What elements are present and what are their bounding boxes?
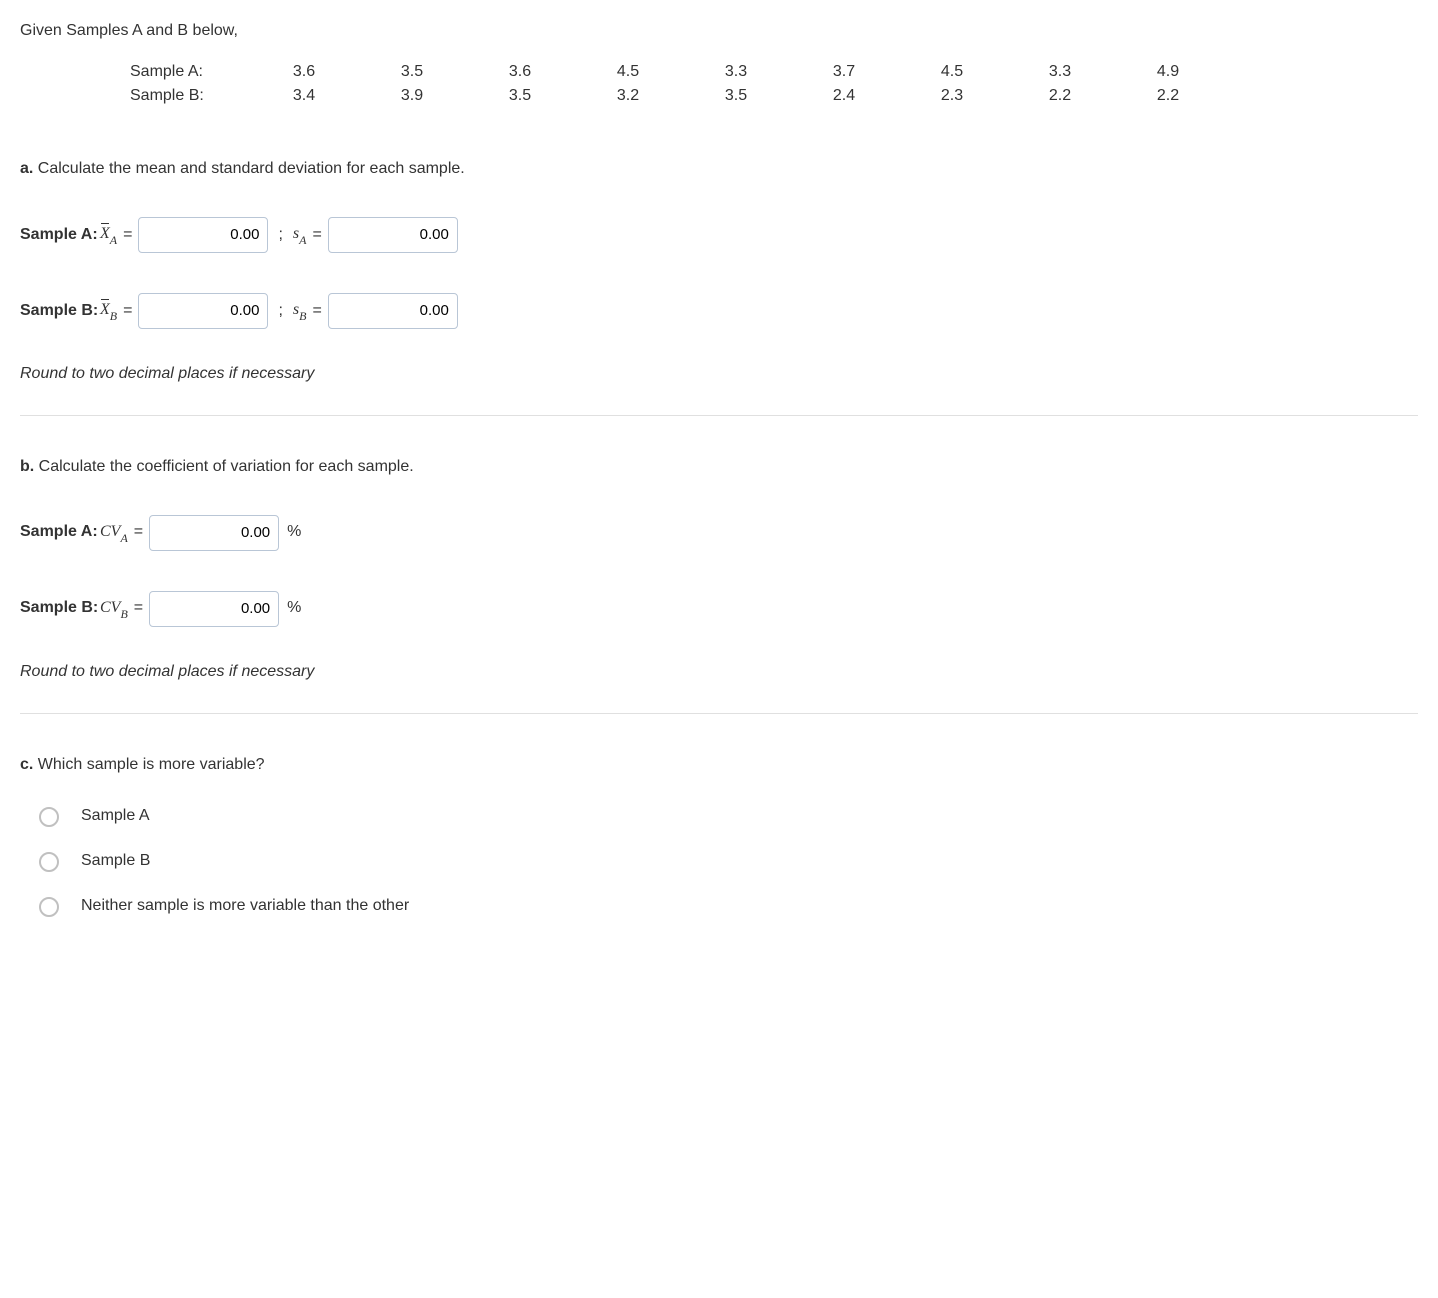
data-cell: 3.5 xyxy=(466,85,574,107)
data-cell: 2.3 xyxy=(898,85,1006,107)
option-neither-label[interactable]: Neither sample is more variable than the… xyxy=(81,895,409,917)
part-b-letter: b. xyxy=(20,458,34,475)
option-neither-radio[interactable] xyxy=(39,897,59,917)
separator: ; xyxy=(278,300,282,322)
percent-unit: % xyxy=(287,521,301,543)
data-cell: 3.5 xyxy=(682,85,790,107)
xbar-a-symbol: XA xyxy=(100,223,117,247)
option-row: Neither sample is more variable than the… xyxy=(20,894,1418,917)
equals-sign: = xyxy=(313,300,322,322)
data-cell: 3.5 xyxy=(358,61,466,83)
data-cell: 4.5 xyxy=(898,61,1006,83)
part-b-note: Round to two decimal places if necessary xyxy=(20,661,1418,683)
option-sample-b-label[interactable]: Sample B xyxy=(81,850,150,872)
data-cell: 4.5 xyxy=(574,61,682,83)
option-row: Sample A xyxy=(20,804,1418,827)
intro-text: Given Samples A and B below, xyxy=(20,20,1418,42)
percent-unit: % xyxy=(287,597,301,619)
data-cell: 3.2 xyxy=(574,85,682,107)
part-b-prompt: b. Calculate the coefficient of variatio… xyxy=(20,456,1418,478)
divider xyxy=(20,415,1418,416)
data-cell: 2.4 xyxy=(790,85,898,107)
data-cell: 3.6 xyxy=(466,61,574,83)
data-cell: 2.2 xyxy=(1114,85,1222,107)
equals-sign: = xyxy=(134,521,143,543)
part-a-text: Calculate the mean and standard deviatio… xyxy=(33,160,464,177)
cv-a-lead: Sample A: xyxy=(20,521,100,543)
part-a-letter: a. xyxy=(20,160,33,177)
row-label: Sample A: xyxy=(130,61,250,83)
cv-b-lead: Sample B: xyxy=(20,597,100,619)
s-a-symbol: sA xyxy=(293,223,307,247)
part-c-prompt: c. Which sample is more variable? xyxy=(20,754,1418,776)
equals-sign: = xyxy=(123,224,132,246)
data-cell: 3.3 xyxy=(682,61,790,83)
sd-b-input[interactable] xyxy=(328,293,458,329)
cv-a-input[interactable] xyxy=(149,515,279,551)
xbar-b-symbol: XB xyxy=(100,299,117,323)
sample-a-lead: Sample A: xyxy=(20,224,100,246)
data-cell: 3.3 xyxy=(1006,61,1114,83)
option-row: Sample B xyxy=(20,849,1418,872)
equals-sign: = xyxy=(313,224,322,246)
part-c-letter: c. xyxy=(20,756,33,773)
data-cell: 3.9 xyxy=(358,85,466,107)
cv-b-input[interactable] xyxy=(149,591,279,627)
table-row: Sample A: 3.6 3.5 3.6 4.5 3.3 3.7 4.5 3.… xyxy=(130,60,1418,84)
data-cell: 3.4 xyxy=(250,85,358,107)
option-sample-b-radio[interactable] xyxy=(39,852,59,872)
sample-data-table: Sample A: 3.6 3.5 3.6 4.5 3.3 3.7 4.5 3.… xyxy=(130,60,1418,108)
option-sample-a-label[interactable]: Sample A xyxy=(81,805,149,827)
sample-b-lead: Sample B: xyxy=(20,300,100,322)
sample-b-stats-row: Sample B: XB = ; sB = xyxy=(20,293,1418,329)
part-b-text: Calculate the coefficient of variation f… xyxy=(34,458,413,475)
cv-a-row: Sample A: CVA = % xyxy=(20,515,1418,551)
row-label: Sample B: xyxy=(130,85,250,107)
option-sample-a-radio[interactable] xyxy=(39,807,59,827)
part-a-prompt: a. Calculate the mean and standard devia… xyxy=(20,158,1418,180)
part-c-options: Sample A Sample B Neither sample is more… xyxy=(20,804,1418,917)
s-b-symbol: sB xyxy=(293,299,307,323)
cv-b-row: Sample B: CVB = % xyxy=(20,591,1418,627)
divider xyxy=(20,713,1418,714)
sd-a-input[interactable] xyxy=(328,217,458,253)
cv-a-symbol: CVA xyxy=(100,521,128,545)
separator: ; xyxy=(278,224,282,246)
part-c-text: Which sample is more variable? xyxy=(33,756,264,773)
mean-b-input[interactable] xyxy=(138,293,268,329)
cv-b-symbol: CVB xyxy=(100,597,128,621)
table-row: Sample B: 3.4 3.9 3.5 3.2 3.5 2.4 2.3 2.… xyxy=(130,84,1418,108)
data-cell: 3.6 xyxy=(250,61,358,83)
data-cell: 2.2 xyxy=(1006,85,1114,107)
equals-sign: = xyxy=(134,597,143,619)
data-cell: 4.9 xyxy=(1114,61,1222,83)
data-cell: 3.7 xyxy=(790,61,898,83)
equals-sign: = xyxy=(123,300,132,322)
part-a-note: Round to two decimal places if necessary xyxy=(20,363,1418,385)
mean-a-input[interactable] xyxy=(138,217,268,253)
sample-a-stats-row: Sample A: XA = ; sA = xyxy=(20,217,1418,253)
